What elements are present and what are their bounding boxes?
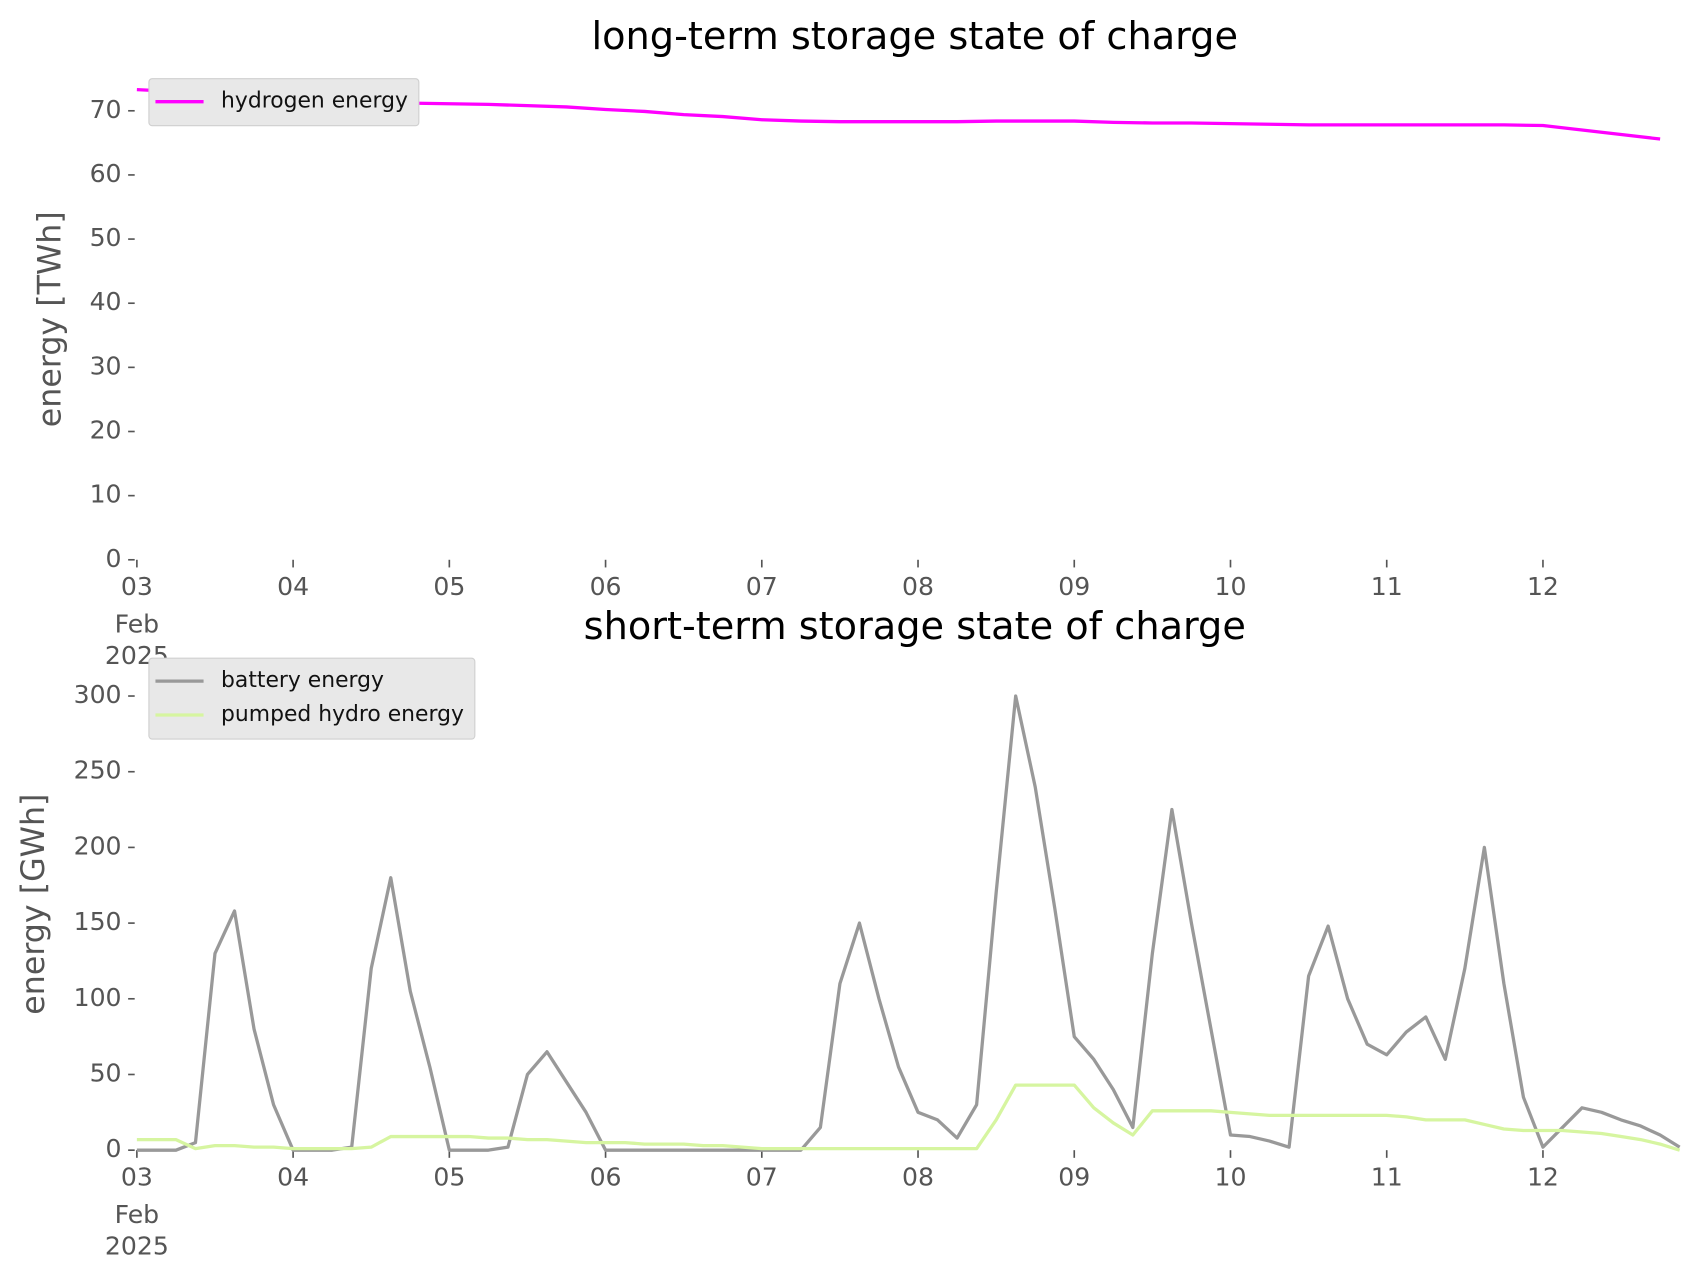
x-tick-label: 05 (433, 572, 465, 601)
x-tick-label: 12 (1527, 1163, 1559, 1192)
y-tick-label: 150 (74, 907, 122, 936)
legend-box (148, 78, 420, 127)
chart-title: long-term storage state of charge (592, 14, 1238, 59)
y-tick-label: 10 (90, 480, 122, 509)
y-tick-label: 0 (106, 1134, 122, 1163)
y-tick-label: 20 (90, 415, 122, 444)
series-line (136, 694, 1681, 1152)
y-axis-label: energy [TWh] (33, 211, 69, 427)
y-tick-label: 100 (74, 983, 122, 1012)
x-tick-label: 03 (121, 572, 153, 601)
y-tick-label: 30 (90, 351, 122, 380)
y-tick-label: 40 (90, 287, 122, 316)
x-tick-label: 10 (1214, 1163, 1246, 1192)
x-tick-label: 06 (590, 1163, 622, 1192)
x-tick-label: 04 (277, 1163, 309, 1192)
legend-label: pumped hydro energy (221, 702, 464, 727)
legend: battery energy pumped hydro energy (148, 657, 476, 740)
x-tick-label: 09 (1058, 1163, 1090, 1192)
legend-box (148, 657, 476, 740)
y-tick-label: 250 (74, 756, 122, 785)
x-tick-label: 09 (1058, 572, 1090, 601)
y-tick-label: 0 (106, 544, 122, 573)
x-tick-label: 11 (1371, 1163, 1403, 1192)
x-tick-label: 03 (121, 1163, 153, 1192)
y-tick-label: 70 (90, 95, 122, 124)
x-tick-label: 07 (746, 1163, 778, 1192)
x-tick-sublabel: 2025 (105, 1231, 169, 1260)
x-tick-label: 10 (1214, 572, 1246, 601)
x-tick-label: 04 (277, 572, 309, 601)
x-tick-label: 12 (1527, 572, 1559, 601)
y-tick-label: 200 (74, 831, 122, 860)
x-tick-label: 08 (902, 1163, 934, 1192)
series-line (136, 1083, 1681, 1152)
y-tick-label: 300 (74, 680, 122, 709)
y-axis-label: energy [GWh] (16, 794, 52, 1015)
x-tick-sublabel: Feb (115, 609, 159, 638)
x-tick-label: 11 (1371, 572, 1403, 601)
y-tick-label: 50 (90, 223, 122, 252)
x-tick-label: 07 (746, 572, 778, 601)
x-tick-label: 08 (902, 572, 934, 601)
legend-label: hydrogen energy (221, 89, 408, 114)
legend: hydrogen energy (148, 78, 420, 127)
y-tick-label: 50 (90, 1058, 122, 1087)
legend-label: battery energy (221, 668, 384, 693)
x-tick-label: 05 (433, 1163, 465, 1192)
y-tick-label: 60 (90, 159, 122, 188)
x-tick-sublabel: Feb (115, 1200, 159, 1229)
chart-title: short-term storage state of charge (584, 604, 1246, 649)
x-tick-label: 06 (590, 572, 622, 601)
